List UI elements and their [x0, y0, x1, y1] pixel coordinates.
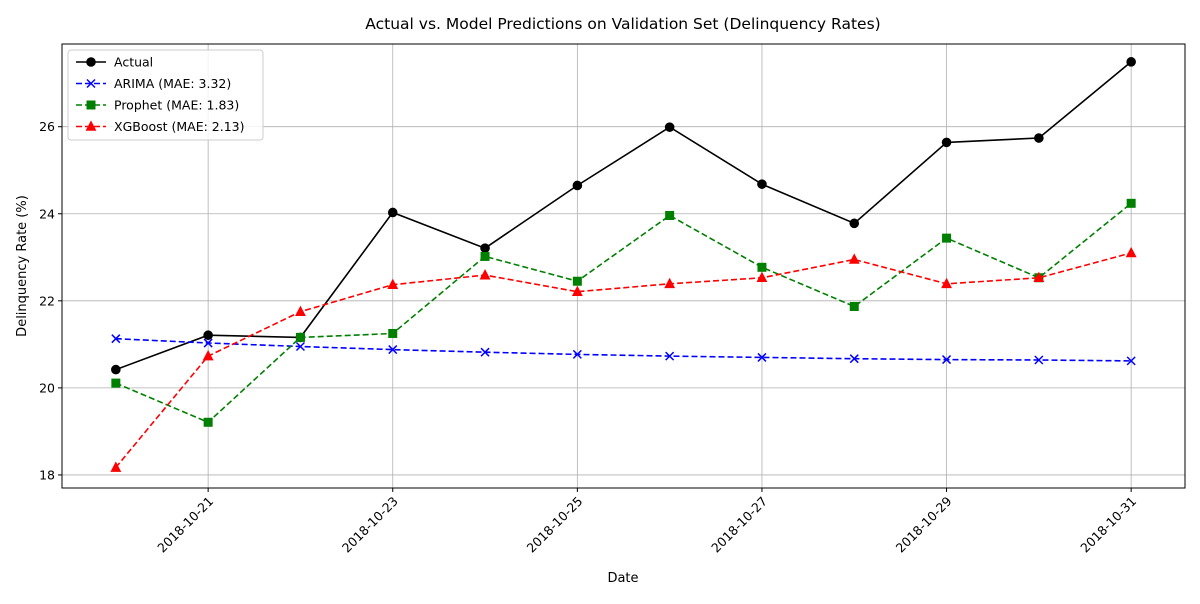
data-point: [571, 285, 583, 296]
series-line: [115, 202, 1132, 424]
data-point: [203, 417, 213, 427]
chart-title: Actual vs. Model Predictions on Validati…: [365, 15, 880, 33]
data-point: [942, 355, 952, 365]
data-point: [387, 207, 398, 218]
y-tick-label: 20: [39, 380, 55, 395]
data-point: [1033, 271, 1045, 283]
legend: Actual ARIMA (MAE: 3.32) Prophet (MAE: 1.8…: [67, 49, 264, 141]
legend-entry: ARIMA (MAE: 3.32): [114, 76, 231, 91]
data-point: [1126, 57, 1136, 67]
data-point: [572, 349, 582, 359]
data-point: [849, 354, 859, 364]
data-point: [202, 350, 214, 361]
data-point: [757, 262, 767, 272]
legend-marker: [86, 100, 96, 110]
data-point: [388, 345, 398, 355]
data-point: [941, 137, 952, 148]
x-tick-label: 2018-10-21: [154, 494, 216, 556]
data-point: [1126, 356, 1136, 366]
data-point: [295, 332, 305, 342]
data-point: [480, 347, 490, 357]
series-line: [115, 337, 1132, 362]
y-tick-label: 18: [39, 467, 55, 482]
data-point: [387, 278, 399, 290]
data-point: [480, 251, 490, 261]
data-point: [480, 243, 490, 253]
x-axis-label: Date: [607, 571, 638, 586]
data-point: [1034, 355, 1044, 365]
data-point: [848, 253, 860, 264]
data-point: [111, 378, 121, 388]
y-tick-label: 26: [39, 119, 55, 134]
data-point: [849, 301, 859, 311]
x-tick-label: 2018-10-25: [523, 494, 585, 556]
series-2: [111, 198, 1136, 427]
data-point: [757, 352, 767, 362]
legend-entry: XGBoost (MAE: 2.13): [114, 119, 245, 134]
x-tick-label: 2018-10-31: [1077, 494, 1139, 556]
data-point: [664, 122, 675, 132]
data-point: [111, 334, 121, 344]
data-point: [203, 330, 213, 341]
data-point: [295, 341, 305, 352]
data-point: [941, 277, 952, 289]
series-3: [110, 246, 1137, 472]
y-tick-label: 22: [39, 293, 55, 308]
data-point: [203, 338, 213, 348]
y-tick-label: 24: [39, 206, 55, 221]
plot-frame: [61, 43, 1186, 489]
data-point: [665, 211, 675, 221]
legend-box: [67, 49, 264, 141]
legend-entry: Actual: [114, 55, 153, 70]
x-tick-label: 2018-10-29: [893, 493, 955, 555]
legend-marker: [85, 120, 97, 131]
legend-entry: Prophet (MAE: 1.83): [114, 98, 239, 113]
data-point: [479, 269, 491, 280]
legend-marker: [86, 78, 96, 89]
data-point: [388, 328, 398, 338]
data-point: [295, 305, 306, 317]
data-point: [111, 364, 121, 375]
data-point: [757, 179, 767, 189]
data-point: [664, 277, 676, 289]
legend-marker: [86, 57, 96, 67]
data-point: [1126, 198, 1136, 208]
x-tick-label: 2018-10-27: [708, 494, 770, 556]
data-point: [756, 271, 768, 283]
data-point: [849, 218, 860, 229]
data-point: [665, 351, 675, 361]
y-axis-label: Delinquency Rate (%): [15, 195, 30, 337]
data-point: [110, 461, 122, 472]
data-point: [572, 180, 583, 191]
series-0: [111, 57, 1136, 375]
series-line: [115, 252, 1132, 469]
data-point: [1034, 133, 1044, 143]
data-point: [942, 233, 952, 243]
x-tick-label: 2018-10-23: [339, 494, 401, 556]
series-line: [115, 61, 1132, 371]
data-point: [1125, 246, 1137, 258]
series-1: [111, 334, 1136, 366]
data-point: [572, 276, 582, 286]
